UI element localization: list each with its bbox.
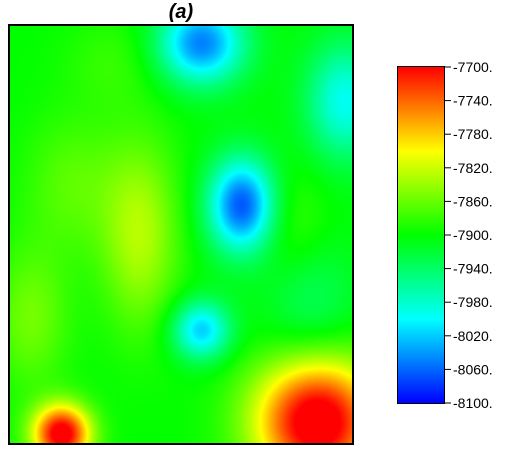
- colorbar-tick-label: -7940.: [453, 261, 493, 277]
- colorbar-tick-label: -8100.: [453, 395, 493, 411]
- colorbar-tick-label: -7900.: [453, 227, 493, 243]
- colorbar-tick-label: -8060.: [453, 361, 493, 377]
- colorbar-tick-label: -7780.: [453, 126, 493, 142]
- colorbar-tick-label: -8020.: [453, 328, 493, 344]
- heatmap-canvas: [10, 26, 352, 443]
- colorbar-tick-label: -7820.: [453, 160, 493, 176]
- colorbar: [397, 66, 445, 404]
- colorbar-tick-label: -7860.: [453, 193, 493, 209]
- chart-title: (a): [168, 1, 194, 23]
- heatmap-plot: [8, 24, 354, 445]
- colorbar-tick-label: -7700.: [453, 59, 493, 75]
- colorbar-tick-label: -7980.: [453, 294, 493, 310]
- colorbar-tick-label: -7740.: [453, 93, 493, 109]
